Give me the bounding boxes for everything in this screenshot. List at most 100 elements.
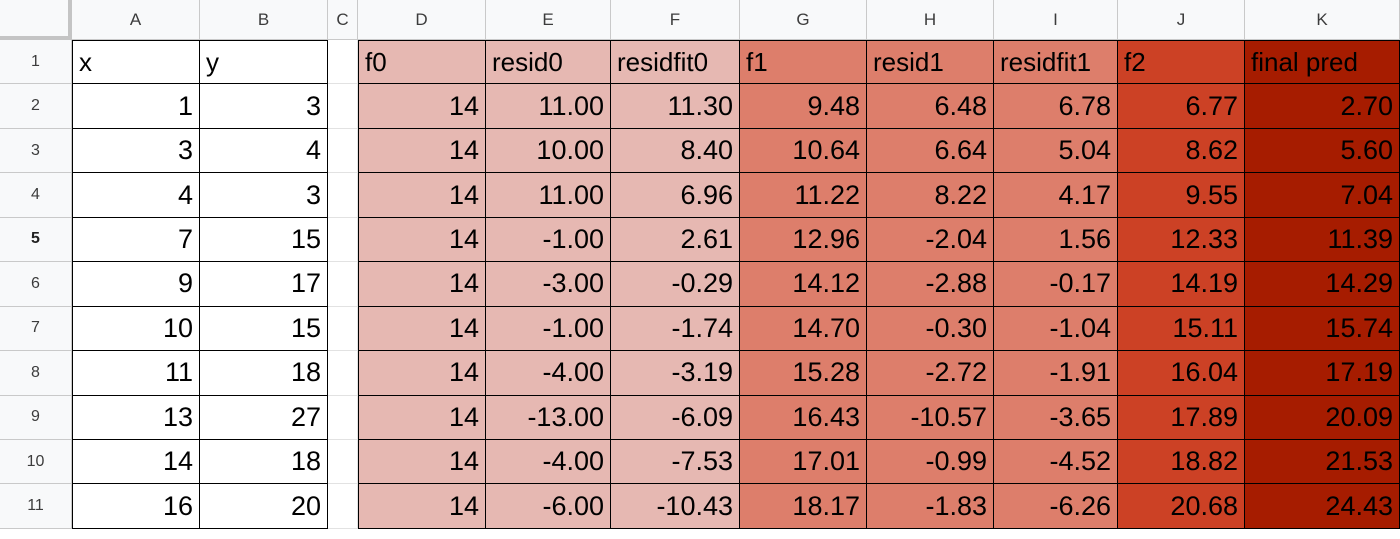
cell-a10[interactable]: 14 [72, 439, 200, 485]
cell-f7[interactable]: -1.74 [611, 306, 740, 352]
cell-f3[interactable]: 8.40 [611, 128, 740, 174]
cell-j1[interactable]: f2 [1118, 40, 1245, 85]
cell-g4[interactable]: 11.22 [740, 173, 867, 218]
cell-g3[interactable]: 10.64 [740, 128, 867, 174]
cell-f5[interactable]: 2.61 [611, 217, 740, 263]
cell-j5[interactable]: 12.33 [1118, 217, 1245, 263]
cell-e10[interactable]: -4.00 [486, 439, 611, 485]
cell-a2[interactable]: 1 [72, 84, 200, 129]
row-header-6[interactable]: 6 [0, 262, 72, 307]
cell-g2[interactable]: 9.48 [740, 84, 867, 129]
cell-b11[interactable]: 20 [200, 484, 328, 529]
cell-b1[interactable]: y [200, 40, 328, 85]
cell-h3[interactable]: 6.64 [867, 128, 994, 174]
cell-a6[interactable]: 9 [72, 262, 200, 307]
cell-i6[interactable]: -0.17 [994, 262, 1118, 307]
column-header-b[interactable]: B [200, 0, 328, 40]
cell-b3[interactable]: 4 [200, 128, 328, 174]
cell-g7[interactable]: 14.70 [740, 306, 867, 352]
cell-b4[interactable]: 3 [200, 173, 328, 218]
cell-j9[interactable]: 17.89 [1118, 395, 1245, 440]
cell-h10[interactable]: -0.99 [867, 439, 994, 485]
cell-e4[interactable]: 11.00 [486, 173, 611, 218]
cell-i10[interactable]: -4.52 [994, 439, 1118, 485]
row-header-7[interactable]: 7 [0, 306, 72, 352]
cell-f10[interactable]: -7.53 [611, 439, 740, 485]
cell-k9[interactable]: 20.09 [1245, 395, 1400, 440]
cell-k7[interactable]: 15.74 [1245, 306, 1400, 352]
cell-c4[interactable] [328, 173, 358, 218]
cell-j3[interactable]: 8.62 [1118, 128, 1245, 174]
cell-b5[interactable]: 15 [200, 217, 328, 263]
cell-d3[interactable]: 14 [358, 128, 486, 174]
cell-k3[interactable]: 5.60 [1245, 128, 1400, 174]
cell-d11[interactable]: 14 [358, 484, 486, 529]
cell-c3[interactable] [328, 128, 358, 174]
cell-a3[interactable]: 3 [72, 128, 200, 174]
cell-c5[interactable] [328, 217, 358, 263]
cell-h4[interactable]: 8.22 [867, 173, 994, 218]
column-header-e[interactable]: E [486, 0, 611, 40]
cell-g1[interactable]: f1 [740, 40, 867, 85]
cell-i3[interactable]: 5.04 [994, 128, 1118, 174]
row-header-1[interactable]: 1 [0, 40, 72, 85]
cell-k4[interactable]: 7.04 [1245, 173, 1400, 218]
cell-i8[interactable]: -1.91 [994, 351, 1118, 396]
cell-k2[interactable]: 2.70 [1245, 84, 1400, 129]
cell-d5[interactable]: 14 [358, 217, 486, 263]
cell-c10[interactable] [328, 439, 358, 485]
cell-f9[interactable]: -6.09 [611, 395, 740, 440]
cell-b9[interactable]: 27 [200, 395, 328, 440]
cell-k6[interactable]: 14.29 [1245, 262, 1400, 307]
cell-f2[interactable]: 11.30 [611, 84, 740, 129]
cell-b10[interactable]: 18 [200, 439, 328, 485]
row-header-2[interactable]: 2 [0, 84, 72, 129]
cell-g10[interactable]: 17.01 [740, 439, 867, 485]
cell-k10[interactable]: 21.53 [1245, 439, 1400, 485]
cell-e11[interactable]: -6.00 [486, 484, 611, 529]
cell-h8[interactable]: -2.72 [867, 351, 994, 396]
cell-g8[interactable]: 15.28 [740, 351, 867, 396]
cell-b6[interactable]: 17 [200, 262, 328, 307]
cell-j7[interactable]: 15.11 [1118, 306, 1245, 352]
cell-f11[interactable]: -10.43 [611, 484, 740, 529]
cell-j4[interactable]: 9.55 [1118, 173, 1245, 218]
cell-a9[interactable]: 13 [72, 395, 200, 440]
cell-c1[interactable] [328, 40, 358, 85]
cell-e1[interactable]: resid0 [486, 40, 611, 85]
cell-c8[interactable] [328, 351, 358, 396]
cell-f4[interactable]: 6.96 [611, 173, 740, 218]
cell-i5[interactable]: 1.56 [994, 217, 1118, 263]
cell-a1[interactable]: x [72, 40, 200, 85]
cell-c9[interactable] [328, 395, 358, 440]
cell-c2[interactable] [328, 84, 358, 129]
column-header-c[interactable]: C [328, 0, 358, 40]
column-header-d[interactable]: D [358, 0, 486, 40]
cell-f6[interactable]: -0.29 [611, 262, 740, 307]
cell-d4[interactable]: 14 [358, 173, 486, 218]
column-header-f[interactable]: F [611, 0, 740, 40]
row-header-5[interactable]: 5 [0, 217, 72, 263]
row-header-11[interactable]: 11 [0, 484, 72, 529]
cell-a7[interactable]: 10 [72, 306, 200, 352]
cell-d7[interactable]: 14 [358, 306, 486, 352]
cell-b2[interactable]: 3 [200, 84, 328, 129]
row-header-4[interactable]: 4 [0, 173, 72, 218]
cell-i9[interactable]: -3.65 [994, 395, 1118, 440]
cell-h9[interactable]: -10.57 [867, 395, 994, 440]
cell-d8[interactable]: 14 [358, 351, 486, 396]
cell-j2[interactable]: 6.77 [1118, 84, 1245, 129]
cell-j11[interactable]: 20.68 [1118, 484, 1245, 529]
cell-h6[interactable]: -2.88 [867, 262, 994, 307]
row-header-3[interactable]: 3 [0, 128, 72, 174]
cell-b7[interactable]: 15 [200, 306, 328, 352]
cell-b8[interactable]: 18 [200, 351, 328, 396]
cell-h5[interactable]: -2.04 [867, 217, 994, 263]
cell-k5[interactable]: 11.39 [1245, 217, 1400, 263]
row-header-8[interactable]: 8 [0, 351, 72, 396]
column-header-i[interactable]: I [994, 0, 1118, 40]
row-header-10[interactable]: 10 [0, 439, 72, 485]
cell-g9[interactable]: 16.43 [740, 395, 867, 440]
cell-k8[interactable]: 17.19 [1245, 351, 1400, 396]
cell-e3[interactable]: 10.00 [486, 128, 611, 174]
